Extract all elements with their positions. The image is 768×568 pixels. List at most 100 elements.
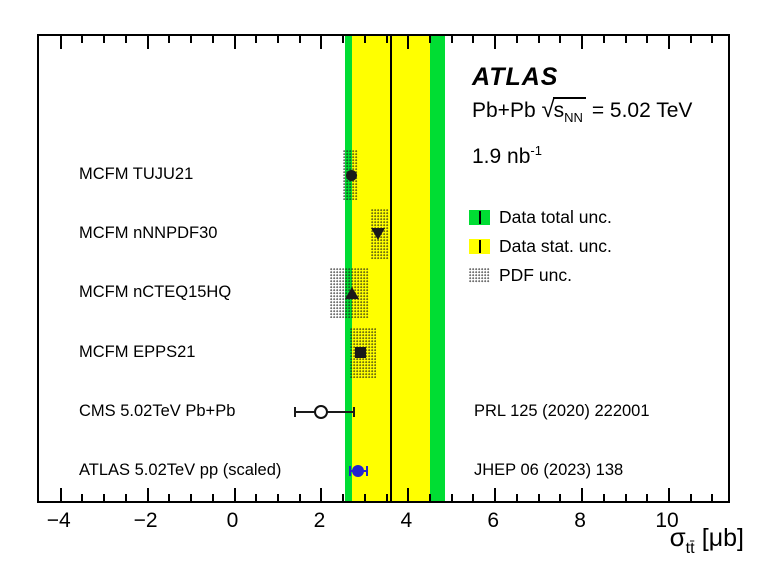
error-bar-cap	[353, 406, 355, 417]
x-tick	[602, 36, 605, 43]
experiment-name: ATLAS	[472, 63, 559, 91]
x-tick	[124, 36, 127, 43]
reference-label: PRL 125 (2020) 222001	[474, 401, 650, 420]
collision-system-line: Pb+Pb √sNN = 5.02 TeV	[472, 92, 692, 136]
x-tick-label: 4	[400, 509, 413, 532]
x-tick	[81, 494, 84, 501]
x-tick-label: 10	[655, 509, 679, 532]
x-tick	[624, 36, 627, 43]
x-tick	[320, 488, 323, 501]
x-tick	[342, 494, 345, 501]
stat-unc-swatch	[469, 239, 490, 254]
x-tick-label: −2	[133, 509, 158, 532]
x-tick	[255, 36, 258, 43]
x-tick	[407, 488, 410, 501]
x-tick	[537, 494, 540, 501]
x-tick	[515, 36, 518, 43]
plot-frame: MCFM TUJU21 MCFM nNNPDF30 MCFM nCTEQ15HQ MC…	[37, 34, 730, 503]
x-tick	[450, 494, 453, 501]
x-tick	[103, 36, 106, 43]
sigma-symbol: σ	[669, 522, 686, 552]
error-bar-cap	[366, 466, 369, 476]
x-tick	[363, 494, 366, 501]
header: ATLAS Pb+Pb √sNN = 5.02 TeV 1.9 nb-1	[472, 62, 692, 172]
x-tick	[668, 36, 670, 49]
x-tick-label: 2	[313, 509, 326, 532]
x-tick	[711, 36, 714, 43]
central-line-glyph	[478, 240, 481, 253]
marker-triangle-down	[370, 228, 385, 241]
reference-label: JHEP 06 (2023) 138	[474, 461, 624, 480]
x-tick	[429, 36, 432, 43]
collision-energy: = 5.02 TeV	[591, 99, 693, 122]
x-tick	[559, 36, 562, 43]
marker-triangle-up	[344, 287, 359, 300]
central-line-glyph	[478, 211, 481, 224]
marker-open-circle	[314, 404, 329, 419]
x-tick-label: 8	[574, 509, 586, 532]
x-tick	[233, 488, 236, 501]
x-tick	[711, 494, 714, 501]
x-tick-label: 6	[487, 509, 500, 532]
x-tick-label: −4	[46, 509, 71, 532]
x-tick	[363, 36, 366, 43]
x-tick	[472, 36, 475, 43]
sigma-subscript: tt̄	[685, 540, 695, 557]
x-tick	[450, 36, 453, 43]
x-tick	[211, 36, 214, 43]
sqrt-icon: √	[541, 96, 555, 123]
x-tick	[602, 494, 605, 501]
x-tick	[689, 36, 692, 43]
x-tick	[146, 36, 149, 49]
x-tick	[559, 494, 562, 501]
x-tick	[581, 488, 584, 501]
legend-item-pdf-unc: PDF unc.	[469, 261, 612, 290]
row-label: MCFM EPPS21	[79, 342, 196, 361]
x-tick	[385, 36, 388, 43]
legend-label: PDF unc.	[499, 265, 572, 285]
x-tick	[168, 36, 171, 43]
legend: Data total unc. Data stat. unc. PDF unc.	[469, 203, 612, 290]
marker-square	[355, 347, 367, 359]
x-tick	[124, 494, 127, 501]
legend-item-stat-unc: Data stat. unc.	[469, 232, 612, 261]
x-tick	[146, 488, 149, 501]
total-unc-swatch	[469, 210, 490, 225]
error-bar-cap	[294, 406, 297, 417]
axis-unit: [μb]	[701, 524, 744, 552]
x-tick	[298, 36, 301, 43]
x-tick	[276, 36, 279, 43]
x-tick	[233, 36, 236, 49]
x-tick	[103, 494, 106, 501]
x-tick	[168, 494, 171, 501]
x-tick	[537, 36, 540, 43]
pdf-unc-swatch	[469, 268, 490, 283]
x-tick	[429, 494, 432, 501]
x-tick	[59, 488, 62, 501]
row-label: MCFM nNNPDF30	[79, 224, 218, 243]
x-tick	[320, 36, 323, 49]
row-label: ATLAS 5.02TeV pp (scaled)	[79, 461, 282, 480]
marker-blue-circle	[352, 465, 365, 477]
legend-item-total-unc: Data total unc.	[469, 203, 612, 232]
legend-label: Data stat. unc.	[499, 236, 612, 256]
x-tick	[255, 494, 258, 501]
x-tick	[646, 494, 649, 501]
row-label: MCFM TUJU21	[79, 165, 194, 184]
central-value-line	[389, 36, 392, 501]
x-tick	[668, 488, 670, 501]
marker-circle	[346, 169, 358, 181]
collision-system: Pb+Pb	[472, 99, 536, 122]
x-tick	[515, 494, 518, 501]
x-tick	[624, 494, 627, 501]
x-tick-label: 0	[226, 509, 239, 532]
x-tick	[494, 36, 497, 49]
luminosity: 1.9 nb-1	[472, 143, 542, 169]
x-tick	[190, 36, 193, 43]
row-label: MCFM nCTEQ15HQ	[79, 283, 232, 302]
x-tick	[59, 36, 62, 49]
x-tick	[342, 36, 345, 43]
x-tick	[581, 36, 584, 49]
x-tick	[689, 494, 692, 501]
